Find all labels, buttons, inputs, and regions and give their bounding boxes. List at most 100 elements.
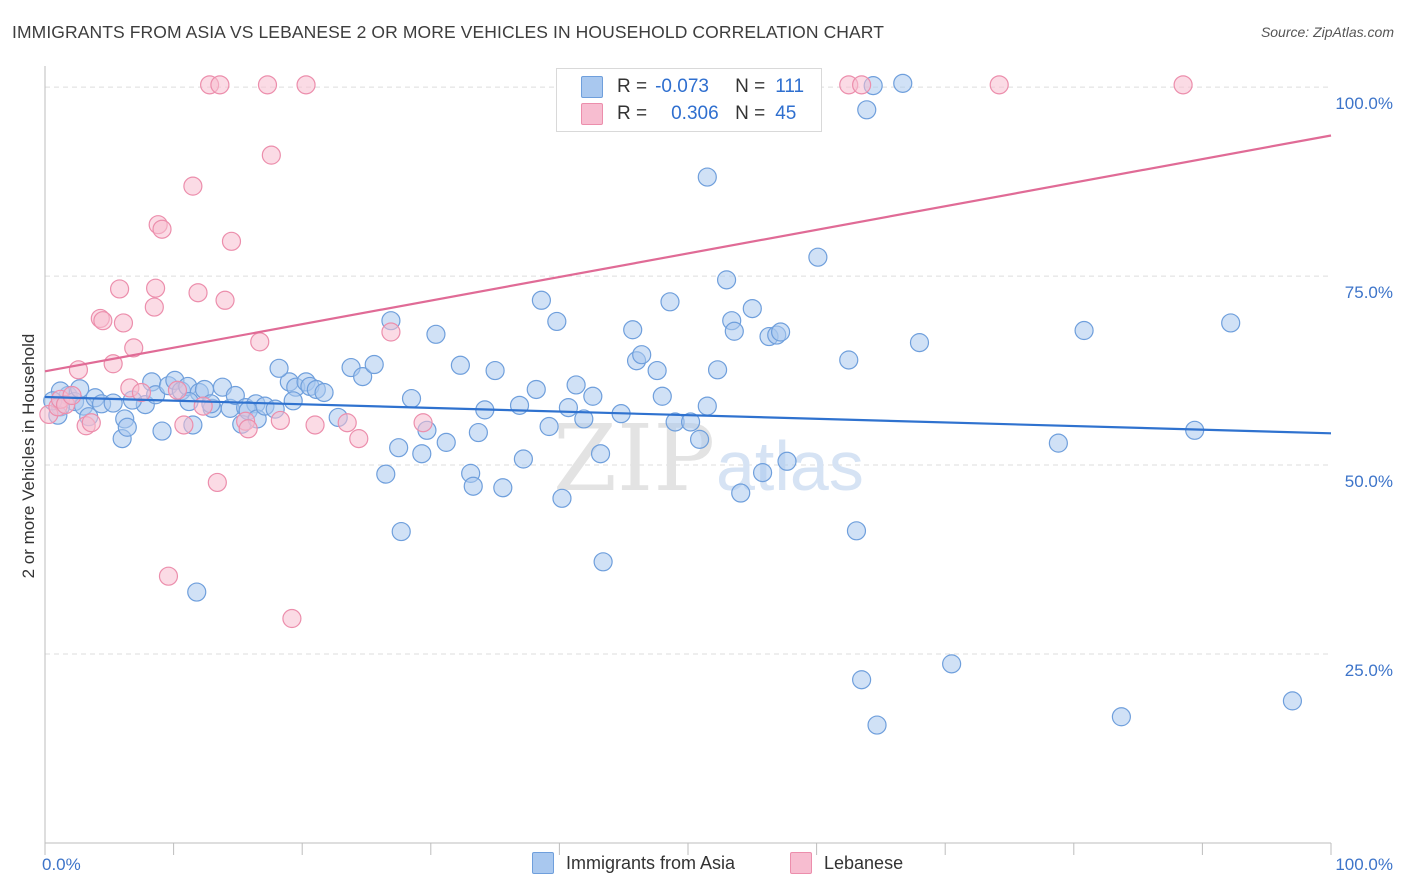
legend-n-value: 111 bbox=[775, 76, 805, 97]
lebanese-point bbox=[257, 75, 278, 95]
lebanese-point bbox=[207, 472, 227, 493]
legend-n-label: N = bbox=[735, 76, 766, 97]
asia-point bbox=[590, 444, 611, 464]
asia-point bbox=[314, 382, 334, 403]
asia-point bbox=[777, 451, 797, 471]
lebanese-point bbox=[221, 231, 242, 251]
chart-title: IMMIGRANTS FROM ASIA VS LEBANESE 2 OR MO… bbox=[12, 22, 885, 42]
axes bbox=[44, 66, 1332, 855]
asia-point bbox=[513, 449, 533, 469]
legend-row-asia: R = -0.073 N = 111 bbox=[581, 75, 804, 99]
y-tick-label: 50.0% bbox=[1345, 472, 1393, 491]
asia-point bbox=[558, 398, 579, 418]
asia-point bbox=[680, 412, 701, 432]
asia-point bbox=[632, 345, 652, 365]
legend-r-value: 0.306 bbox=[671, 103, 719, 124]
lebanese-point bbox=[210, 75, 230, 95]
lebanese-point bbox=[62, 385, 82, 406]
asia-point bbox=[426, 324, 446, 344]
asia-point bbox=[187, 582, 207, 602]
asia-legend-swatch bbox=[532, 852, 554, 874]
asia-point bbox=[552, 488, 572, 508]
y-tick-label: 75.0% bbox=[1345, 283, 1393, 302]
lebanese-point bbox=[81, 413, 101, 433]
asia-point bbox=[283, 391, 303, 411]
lebanese-point bbox=[93, 311, 113, 331]
lebanese-point bbox=[337, 413, 357, 433]
legend-item-asia: Immigrants from Asia bbox=[532, 852, 735, 874]
y-tick-label: 100.0% bbox=[1335, 94, 1393, 113]
asia-point bbox=[152, 421, 172, 441]
asia-point bbox=[463, 476, 483, 496]
asia-point bbox=[857, 100, 877, 120]
lebanese-trend-line bbox=[44, 134, 1332, 373]
grid-lines bbox=[45, 86, 1331, 655]
lebanese-point bbox=[413, 413, 433, 433]
asia-point bbox=[468, 422, 488, 443]
asia-point bbox=[707, 360, 728, 380]
legend-item-lebanese: Lebanese bbox=[790, 852, 903, 874]
asia-point bbox=[436, 432, 456, 452]
asia-point bbox=[716, 270, 737, 290]
asia-point bbox=[547, 311, 567, 332]
lebanese-point bbox=[183, 176, 203, 196]
asia-point bbox=[660, 292, 680, 312]
lebanese-point bbox=[158, 566, 179, 586]
asia-point bbox=[583, 386, 603, 406]
asia-point bbox=[724, 321, 744, 341]
lebanese-point bbox=[145, 278, 166, 298]
asia-point bbox=[1282, 691, 1303, 711]
legend-n-value: 45 bbox=[775, 103, 797, 124]
lebanese-points bbox=[39, 75, 1193, 629]
legend-r-label: R = bbox=[617, 76, 648, 97]
asia-point bbox=[909, 333, 930, 353]
lebanese-point bbox=[113, 313, 134, 333]
lebanese-point bbox=[167, 380, 188, 400]
lebanese-point bbox=[381, 322, 401, 342]
asia-point bbox=[867, 715, 887, 735]
lebanese-point bbox=[282, 608, 302, 629]
asia-point bbox=[942, 654, 962, 674]
legend-row-lebanese: R = 0.306 N = 45 bbox=[581, 102, 796, 126]
asia-point bbox=[808, 247, 828, 267]
source-label: Source: ZipAtlas.com bbox=[1260, 24, 1394, 40]
lebanese-point bbox=[215, 290, 235, 310]
y-axis-label: 2 or more Vehicles in Household bbox=[19, 334, 38, 579]
lebanese-point bbox=[152, 219, 172, 239]
asia-trend-line bbox=[44, 395, 1332, 435]
lebanese-point bbox=[261, 145, 281, 165]
legend-r-value: -0.073 bbox=[655, 76, 709, 97]
asia-point bbox=[103, 393, 123, 413]
lebanese-point bbox=[238, 419, 258, 439]
lebanese-point bbox=[193, 396, 213, 416]
asia-point bbox=[539, 416, 559, 437]
asia-point bbox=[697, 396, 717, 416]
asia-point bbox=[450, 355, 470, 375]
asia-point bbox=[574, 409, 594, 429]
lebanese-point bbox=[144, 297, 164, 317]
asia-point bbox=[846, 521, 867, 541]
x-tick-label-right: 100.0% bbox=[1335, 855, 1393, 874]
x-tick-label-left: 0.0% bbox=[42, 855, 81, 874]
asia-point bbox=[1221, 313, 1241, 333]
asia-point bbox=[117, 417, 137, 437]
asia-point bbox=[1111, 707, 1131, 727]
legend-n-label: N = bbox=[735, 103, 766, 124]
asia-point bbox=[593, 552, 613, 572]
asia-point bbox=[752, 463, 773, 483]
asia-point bbox=[1048, 433, 1068, 453]
lebanese-legend-swatch bbox=[790, 852, 812, 874]
trend-lines bbox=[44, 134, 1332, 435]
asia-point bbox=[566, 375, 586, 395]
lebanese-point bbox=[296, 75, 316, 95]
lebanese-legend-label: Lebanese bbox=[824, 852, 904, 873]
lebanese-point bbox=[989, 75, 1009, 95]
correlation-legend: R = -0.073 N = 111 R = 0.306 N = 45 bbox=[556, 68, 822, 132]
asia-point bbox=[839, 350, 859, 370]
asia-point bbox=[389, 438, 409, 458]
asia-point bbox=[731, 483, 751, 503]
lebanese-swatch bbox=[581, 103, 603, 125]
lebanese-point bbox=[174, 415, 194, 435]
asia-point bbox=[526, 379, 546, 400]
